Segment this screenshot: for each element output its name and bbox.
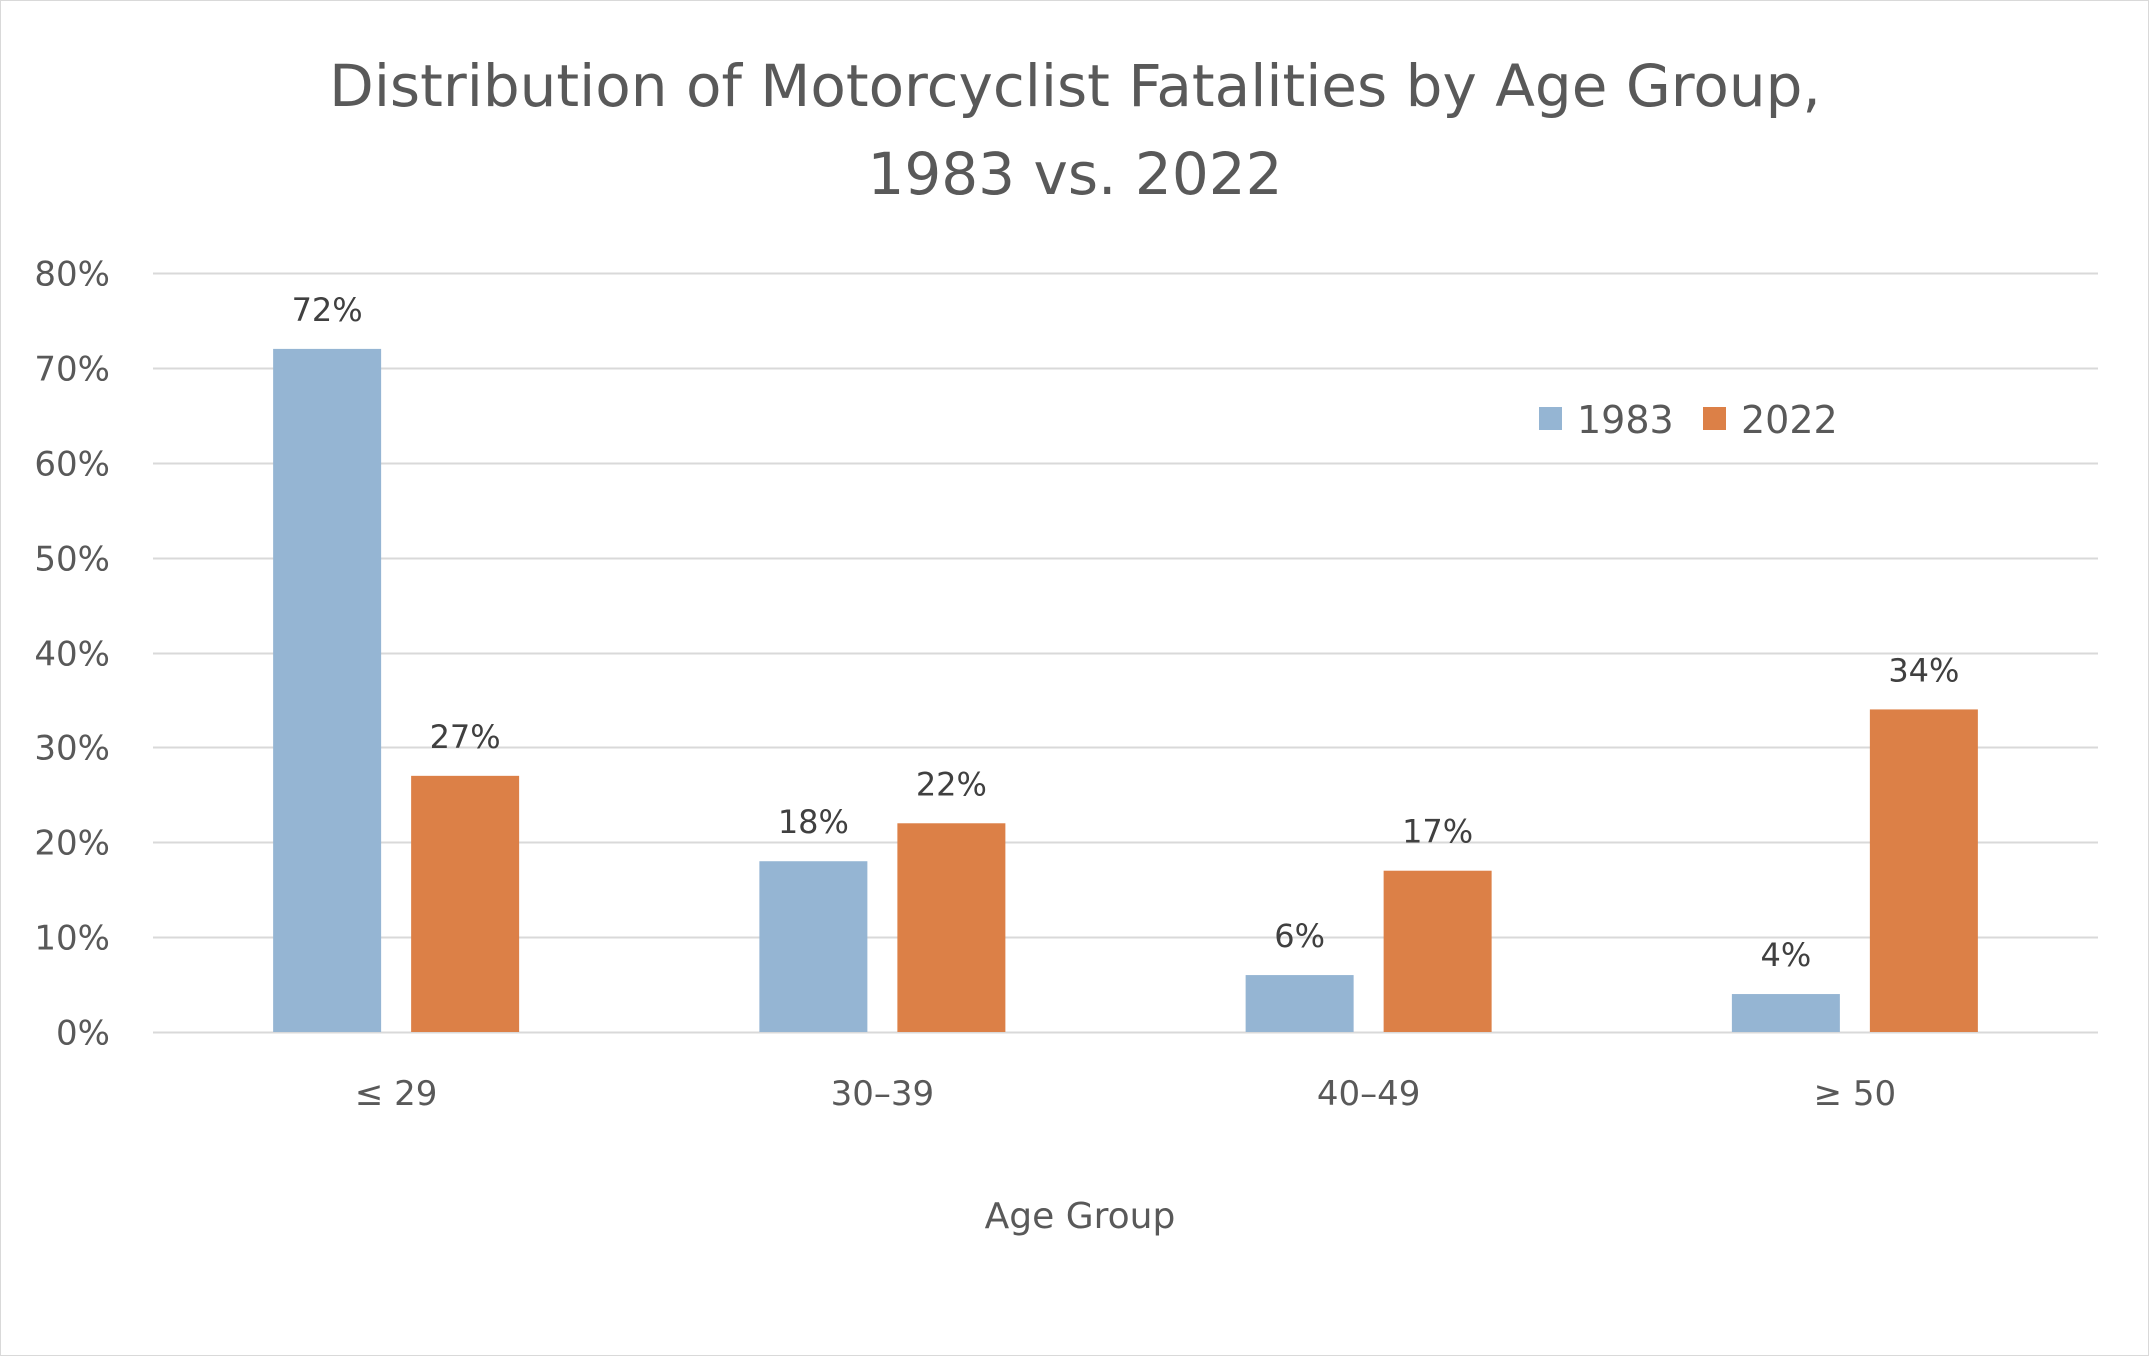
bar-2022-1 — [897, 823, 1006, 1032]
bar-2022-0 — [411, 775, 520, 1032]
x-tick-label: 30–39 — [831, 1074, 935, 1114]
bar-2022-2 — [1383, 870, 1492, 1032]
data-label-1983-2: 6% — [1274, 917, 1325, 955]
data-label-2022-1: 22% — [916, 765, 987, 803]
data-label-1983-0: 72% — [292, 291, 363, 329]
y-tick-label: 40% — [34, 635, 110, 675]
chart-title-line-1: Distribution of Motorcyclist Fatalities … — [329, 52, 1821, 120]
legend-label-1983: 1983 — [1577, 398, 1674, 442]
chart-title: Distribution of Motorcyclist Fatalities … — [329, 52, 1821, 208]
y-tick-label: 0% — [56, 1014, 110, 1054]
data-label-2022-3: 34% — [1888, 651, 1959, 689]
bar-1983-3 — [1731, 994, 1840, 1032]
data-label-2022-2: 17% — [1402, 813, 1473, 851]
y-tick-label: 30% — [34, 729, 110, 769]
x-axis-tick-labels: ≤ 29 30–39 40–49 ≥ 50 — [355, 1074, 1896, 1114]
chart-title-line-2: 1983 vs. 2022 — [867, 140, 1282, 208]
y-tick-label: 10% — [34, 919, 110, 959]
bar-1983-1 — [759, 861, 868, 1032]
y-tick-label: 70% — [34, 350, 110, 390]
y-tick-label: 20% — [34, 824, 110, 864]
bar-1983-0 — [273, 348, 382, 1032]
legend-swatch-1983 — [1539, 407, 1562, 430]
x-axis-title: Age Group — [985, 1196, 1176, 1237]
data-labels: 72% 27% 18% 22% 6% 17% 4% 34% — [292, 291, 1960, 974]
x-tick-label: ≥ 50 — [1814, 1074, 1897, 1114]
data-label-1983-3: 4% — [1760, 936, 1811, 974]
y-tick-label: 50% — [34, 540, 110, 580]
data-label-1983-1: 18% — [778, 803, 849, 841]
legend: 1983 2022 — [1539, 398, 1838, 442]
x-tick-label: 40–49 — [1317, 1074, 1421, 1114]
bar-1983-2 — [1245, 975, 1354, 1032]
x-tick-label: ≤ 29 — [355, 1074, 438, 1114]
bar-2022-3 — [1869, 709, 1978, 1032]
bars — [273, 348, 1978, 1032]
y-tick-label: 80% — [34, 255, 110, 295]
y-tick-label: 60% — [34, 445, 110, 485]
legend-label-2022: 2022 — [1741, 398, 1838, 442]
data-label-2022-0: 27% — [430, 718, 501, 756]
y-axis-tick-labels: 0% 10% 20% 30% 40% 50% 60% 70% 80% — [34, 255, 110, 1054]
legend-swatch-2022 — [1703, 407, 1726, 430]
